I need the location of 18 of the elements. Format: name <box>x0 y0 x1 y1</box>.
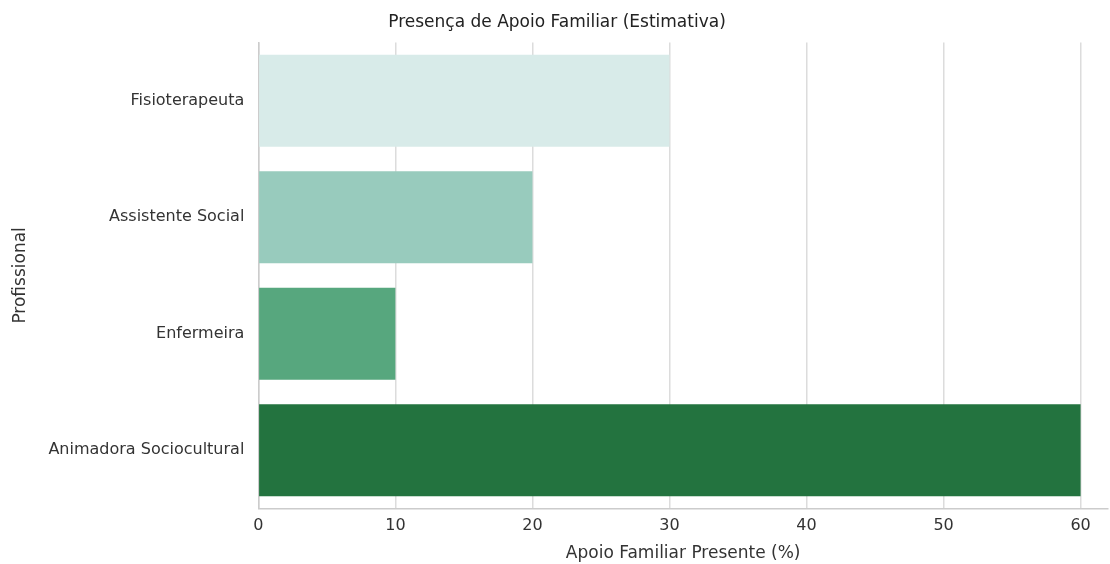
x-tick-label: 20 <box>522 515 543 535</box>
y-tick-label: Assistente Social <box>109 206 245 226</box>
bar <box>259 287 396 380</box>
y-axis-title: Profissional <box>8 227 29 324</box>
bar <box>259 404 1081 497</box>
x-axis-title: Apoio Familiar Presente (%) <box>565 542 801 563</box>
y-tick-label: Enfermeira <box>156 322 245 342</box>
chart-title: Presença de Apoio Familiar (Estimativa) <box>388 10 726 31</box>
x-tick-label: 0 <box>253 515 264 535</box>
x-tick-label: 60 <box>1070 515 1091 535</box>
x-tick-label: 10 <box>385 515 406 535</box>
y-tick-label: Animadora Sociocultural <box>48 439 245 459</box>
x-tick-label: 40 <box>796 515 817 535</box>
y-tick-label: Fisioterapeuta <box>130 89 245 109</box>
x-tick-label: 30 <box>659 515 680 535</box>
bar <box>259 171 533 264</box>
bar <box>259 54 670 147</box>
x-tick-label: 50 <box>933 515 954 535</box>
